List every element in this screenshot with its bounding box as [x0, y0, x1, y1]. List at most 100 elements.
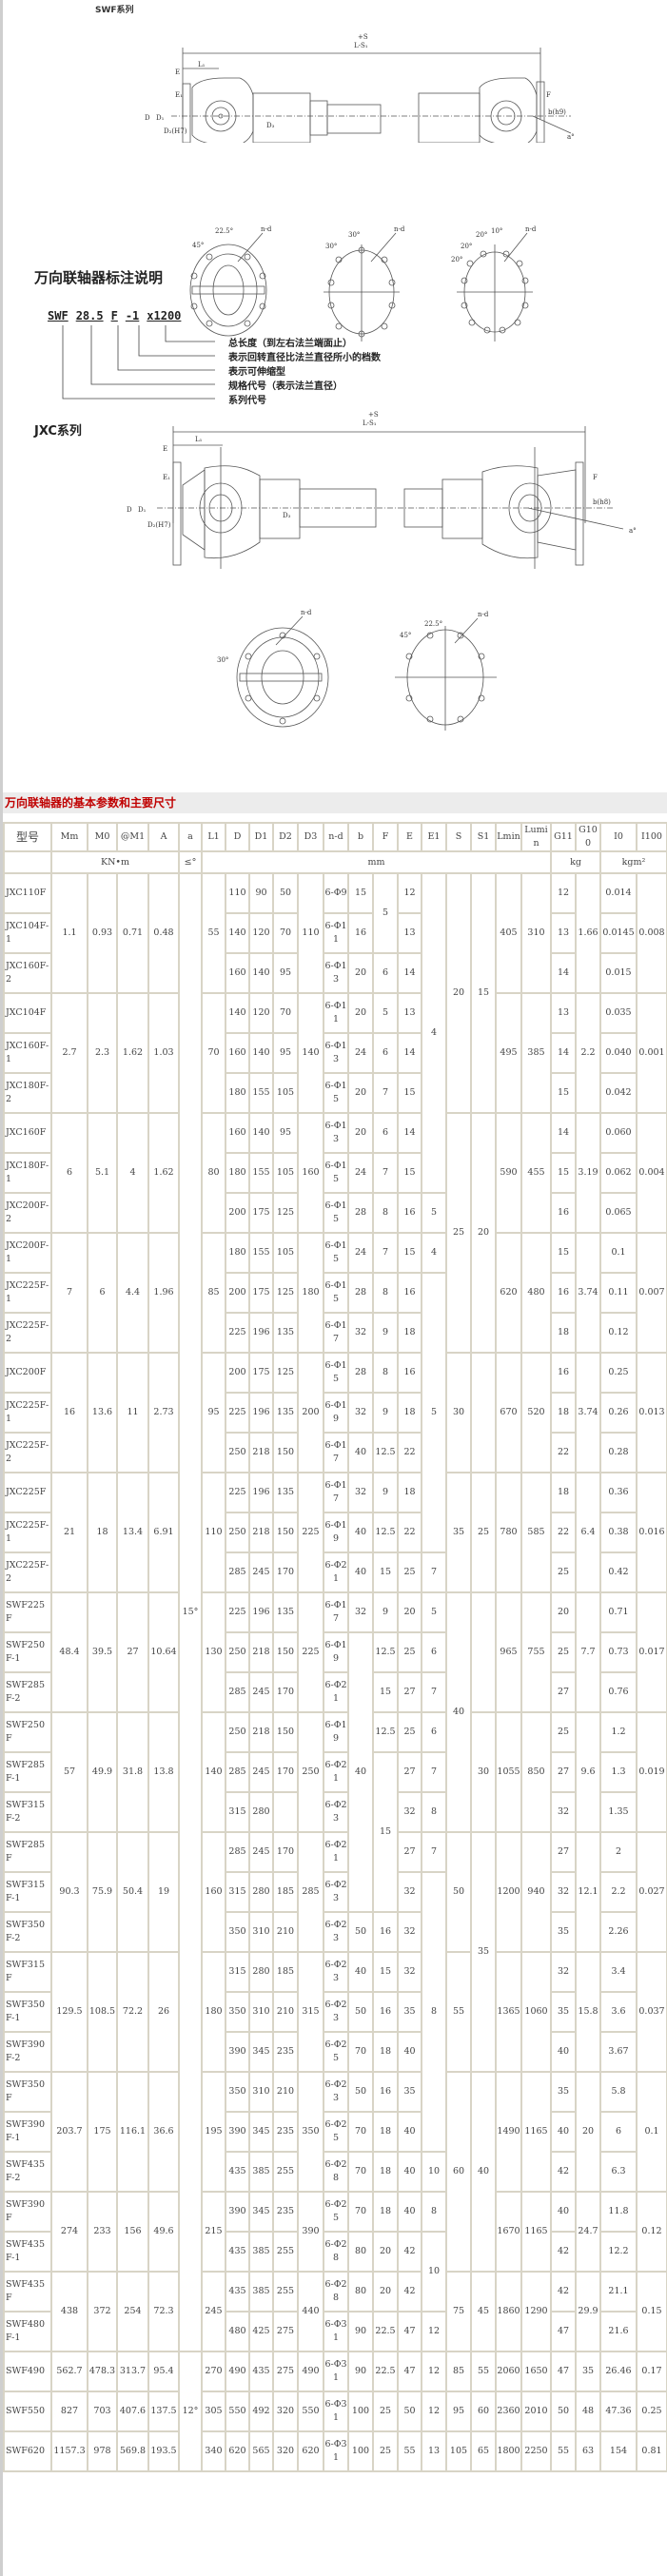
cell-d1: 155: [248, 1072, 274, 1114]
model-cell: JXC110F: [3, 872, 52, 914]
cell-e1: 6: [421, 1711, 447, 1753]
cell-b: 24: [347, 1232, 374, 1274]
jxc-label-d3: D₃: [283, 512, 291, 519]
label-ang-22-5: 22.5°: [215, 227, 233, 235]
table-row: JXC180F-2 180 155 105 6-Φ15 20 7 15 15 0.042: [3, 1072, 667, 1114]
unit-cell: kgm²: [599, 850, 667, 874]
table-row: JXC110F 1.1 0.93 0.71 0.48 15° 55 110 90 50 110 6-Φ…: [3, 872, 667, 2352]
model-cell: SWF315F: [3, 1951, 52, 1993]
cell-f: 9: [372, 1591, 399, 1633]
cell-lumin: 940: [520, 1831, 552, 1953]
cell-s: 20: [445, 872, 472, 1114]
cell-m1: 13.4: [116, 1472, 149, 1593]
cell-l1: 130: [201, 1591, 226, 1713]
explanation-grade: 表示回转直径比法兰直径所小的档数: [228, 353, 381, 363]
cell-g100: 3.74: [575, 1232, 601, 1354]
cell-nd: 6-Φ31: [323, 2351, 349, 2392]
cell-i0: 3.4: [599, 1951, 638, 1993]
cell-i100: 0.013: [636, 1352, 667, 1473]
cell-e: 35: [397, 2071, 422, 2113]
cell-f: 25: [372, 2430, 399, 2472]
model-cell: SWF350F-2: [3, 1911, 52, 1953]
table-row: SWF390F-2 390 345 235 6-Φ25 70 18 40 40 3.67: [3, 2031, 667, 2073]
cell-b: 32: [347, 1591, 374, 1633]
cell-d: 160: [225, 952, 250, 994]
cell-d2: 125: [272, 1192, 299, 1234]
cell-nd: 6-Φ25: [323, 2191, 349, 2233]
cell-s: 75: [445, 2271, 472, 2352]
column-header: G100: [575, 822, 601, 852]
cell-nd: 6-Φ15: [323, 1352, 349, 1394]
cell-e1: 4: [421, 1232, 447, 1274]
cell-s: 25: [445, 1112, 472, 1354]
explanation-length: 总长度（到左右法兰端面止）: [228, 339, 352, 349]
cell-d: 160: [225, 1032, 250, 1074]
cell-i100: 0.001: [636, 992, 667, 1114]
table-row: SWF285F-1 285 245 170 6-Φ21 15 27 7 27 1.3: [3, 1751, 667, 1913]
cell-nd: 6-Φ21: [323, 1751, 349, 1793]
cell-l1: 160: [201, 1831, 226, 1953]
cell-m1: 4: [116, 1112, 149, 1234]
cell-e: 42: [397, 2231, 422, 2273]
cell-i100: 0.017: [636, 1591, 667, 1713]
label-d3: D₃: [266, 122, 275, 129]
cell-lumin: 1165: [520, 2191, 552, 2273]
cell-g11: 25: [550, 1711, 577, 1753]
cell-b: 28: [347, 1272, 374, 1314]
cell-g11: 13: [550, 992, 577, 1034]
cell-e1: 12: [421, 2351, 447, 2392]
cell-d2: 210: [272, 1991, 299, 2033]
cell-d: 390: [225, 2111, 250, 2153]
cell-d3: 140: [297, 992, 324, 1114]
cell-b: 40: [347, 1951, 374, 1993]
model-cell: SWF390F-2: [3, 2031, 52, 2073]
cell-e: 13: [397, 992, 422, 1034]
cell-d3: 350: [297, 2071, 324, 2193]
cell-i100: 0.027: [636, 1831, 667, 1953]
cell-i0: 154: [599, 2430, 638, 2472]
cell-nd: 6-Φ21: [323, 1551, 349, 1593]
cell-m1: 313.7: [116, 2351, 149, 2392]
cell-g11: 35: [550, 1911, 577, 1953]
cell-g11: 25: [550, 1631, 577, 1673]
cell-g100: 35: [575, 2351, 601, 2392]
cell-f: 25: [372, 2391, 399, 2432]
cell-m0: 478.3: [87, 2351, 118, 2392]
table-row: JXC180F-1 180 155 105 6-Φ15 24 7 15 15 0.062: [3, 1152, 667, 1194]
cell-s1: 25: [470, 1472, 497, 1593]
cell-nd: 6-Φ25: [323, 2031, 349, 2073]
cell-i0: 5.8: [599, 2071, 638, 2113]
column-header: Lmin: [495, 822, 522, 852]
cell-d2: [272, 1791, 299, 1833]
cell-nd: 6-Φ17: [323, 1312, 349, 1354]
cell-e: 16: [397, 1272, 422, 1314]
cell-i0: 1.35: [599, 1791, 638, 1833]
cell-d2: 105: [272, 1232, 299, 1274]
cell-d1: 218: [248, 1512, 274, 1553]
cell-nd: 6-Φ28: [323, 2151, 349, 2193]
cell-d: 180: [225, 1072, 250, 1114]
table-row: SWF225F 48.4 39.5 27 10.64 130 225 196 135 225 6-Φ…: [3, 1591, 667, 1833]
column-header: M0: [87, 822, 118, 852]
cell-e1: 7: [421, 1671, 447, 1713]
cell-e: 32: [397, 1911, 422, 1953]
cell-l1: 85: [201, 1232, 226, 1354]
cell-g11: 42: [550, 2151, 577, 2193]
cell-e: 16: [397, 1192, 422, 1234]
cell-s1: 40: [470, 2071, 497, 2273]
model-cell: JXC104F: [3, 992, 52, 1034]
label-l1: L₁: [198, 61, 206, 68]
cell-s: 35: [445, 1472, 472, 1593]
cell-m0: 39.5: [87, 1591, 118, 1713]
jxc-label-b: b(h8): [593, 498, 611, 506]
cell-nd: 6-Φ23: [323, 1791, 349, 1833]
cell-lumin: 1650: [520, 2351, 552, 2392]
cell-lumin: 2010: [520, 2391, 552, 2432]
swf-flange-drawings: n-d n-d n-d 22.5° 45° 30° 30° 20° 10° 20…: [189, 225, 537, 342]
cell-lmin: 2360: [495, 2391, 522, 2432]
cell-i0: 0.76: [599, 1671, 638, 1713]
cell-d: 180: [225, 1232, 250, 1274]
cell-nd: 6-Φ17: [323, 1432, 349, 1473]
cell-b: 50: [347, 1911, 374, 1953]
